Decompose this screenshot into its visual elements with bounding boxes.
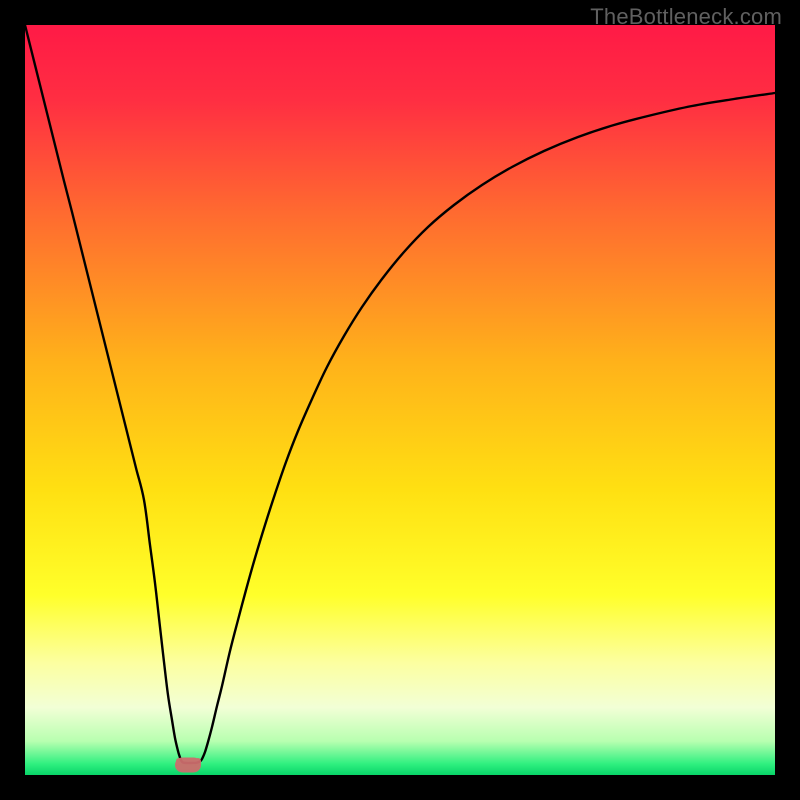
chart-background [25,25,775,775]
optimal-point-marker [175,758,201,773]
bottleneck-curve-chart [0,0,800,800]
